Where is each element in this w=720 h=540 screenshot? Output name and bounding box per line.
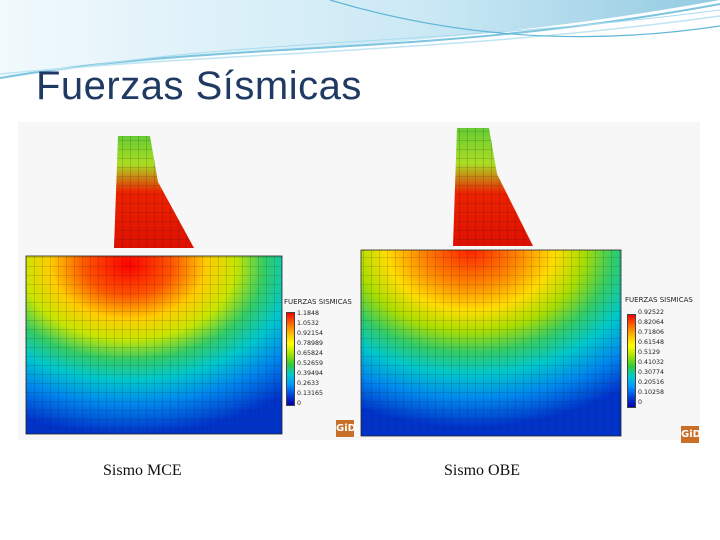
legend-tick: 0.52659	[297, 360, 324, 367]
legend-tick: 0.20516	[638, 379, 665, 386]
gid-logo: GiD	[336, 420, 356, 437]
figure-mce: FUERZAS SISMICAS 1.1848 1.0532 0.92154 0…	[18, 122, 363, 440]
legend-tick: 0.71806	[638, 329, 665, 336]
legend-title: FUERZAS SISMICAS	[284, 298, 352, 306]
gid-logo: GiD	[681, 426, 701, 443]
legend-tick: 0.92154	[297, 330, 324, 337]
figure-obe: FUERZAS SISMICAS 0.92522 0.82064 0.71806…	[355, 122, 701, 443]
legend-tick: 0.5129	[638, 349, 661, 356]
legend-tick: 0	[297, 400, 302, 407]
caption-obe: Sismo OBE	[444, 462, 521, 479]
legend-tick: 1.1848	[297, 310, 320, 317]
legend-tick: 0.2633	[297, 380, 320, 387]
legend-tick: 0.92522	[638, 309, 665, 316]
legend-color-bar	[627, 314, 636, 408]
legend-tick: 0.39494	[297, 370, 324, 377]
legend-tick: 0.82064	[638, 319, 665, 326]
legend-tick: 1.0532	[297, 320, 320, 327]
legend-tick: 0.61548	[638, 339, 665, 346]
fem-contour-plot	[25, 136, 283, 435]
legend-tick: 0.78989	[297, 340, 324, 347]
legend-tick: 0.41032	[638, 359, 665, 366]
legend-tick: 0.13165	[297, 390, 324, 397]
legend-tick: 0	[638, 399, 643, 406]
legend-title: FUERZAS SISMICAS	[625, 296, 693, 304]
caption-mce: Sismo MCE	[103, 462, 182, 479]
header-swoosh	[0, 0, 720, 80]
legend-color-bar	[286, 312, 295, 406]
slide-title: Fuerzas Sísmicas	[36, 64, 362, 108]
fem-contour-plot	[360, 128, 622, 437]
legend-tick: 0.10258	[638, 389, 665, 396]
legend-tick: 0.30774	[638, 369, 665, 376]
legend-tick: 0.65824	[297, 350, 324, 357]
